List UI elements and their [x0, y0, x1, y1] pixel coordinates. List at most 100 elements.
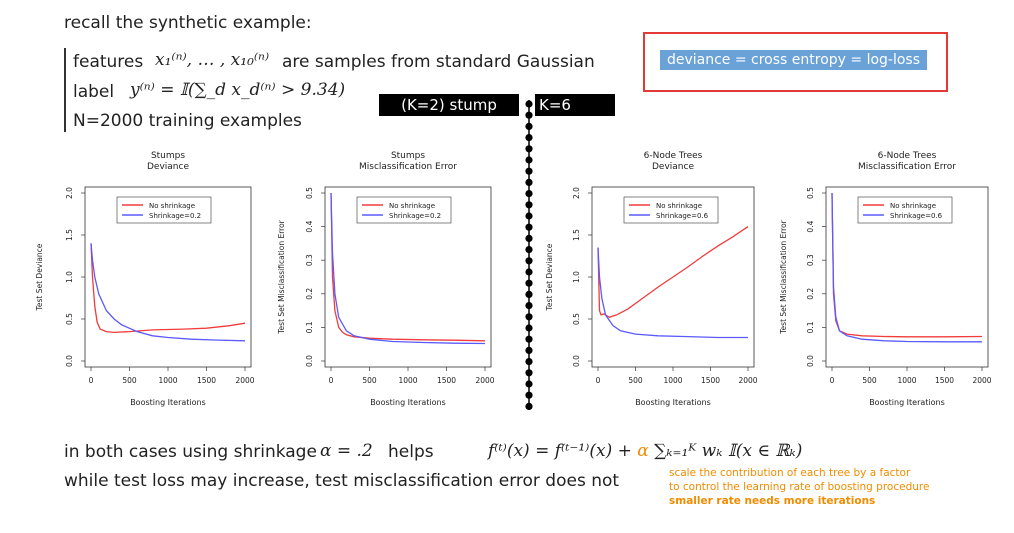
legend-box [857, 196, 953, 224]
note-2: to control the learning rate of boosting… [669, 481, 930, 493]
x-tick-label: 500 [362, 376, 377, 385]
series-line-2 [330, 192, 486, 345]
x-tick-label: 500 [122, 376, 137, 385]
legend-box [116, 196, 212, 224]
legend-entry: No shrinkage [890, 202, 936, 210]
y-tick-label: 0.2 [305, 288, 314, 300]
divider-dot [525, 178, 533, 186]
x-tick-label: 1000 [398, 376, 417, 385]
x-tick-label: 0 [596, 376, 601, 385]
formula-right: ∑ₖ₌₁ᴷ wₖ 𝕀(x ∈ ℝₖ) [648, 441, 803, 461]
footer-helps: helps [388, 442, 434, 462]
divider-dot [525, 380, 533, 388]
x-tick-label: 2000 [738, 376, 757, 385]
divider-dot [525, 257, 533, 265]
boost-formula: f⁽ᵗ⁾(x) = f⁽ᵗ⁻¹⁾(x) + α ∑ₖ₌₁ᴷ wₖ 𝕀(x ∈ ℝ… [488, 441, 802, 461]
x-axis-label: Boosting Iterations [635, 398, 711, 407]
formula-left: f⁽ᵗ⁾(x) = f⁽ᵗ⁻¹⁾(x) + [488, 441, 638, 461]
divider-dot [525, 212, 533, 220]
y-axis-label: Test Set Deviance [545, 243, 554, 311]
y-tick-label: 0.3 [806, 254, 815, 266]
divider-dot [525, 190, 533, 198]
series-line-1 [330, 192, 486, 342]
divider-dot [525, 279, 533, 287]
legend-entry: Shrinkage=0.6 [890, 212, 943, 220]
divider-dot [525, 100, 533, 108]
divider-dot [525, 234, 533, 242]
chart-subtitle: Deviance [147, 162, 189, 172]
divider-dot [525, 335, 533, 343]
y-tick-label: 0.4 [806, 220, 815, 232]
x-tick-label: 2000 [475, 376, 494, 385]
divider-dot [525, 302, 533, 310]
callout-text: deviance = cross entropy = log-loss [660, 50, 927, 70]
y-tick-label: 0.4 [305, 220, 314, 232]
divider-dot [525, 201, 533, 209]
y-tick-label: 0.0 [305, 355, 314, 367]
y-axis-label: Test Set Misclassification Error [779, 219, 788, 334]
legend-entry: Shrinkage=0.2 [149, 212, 201, 220]
y-tick-label: 0.5 [305, 187, 314, 199]
series-line-2 [597, 247, 748, 339]
note-1: scale the contribution of each tree by a… [669, 467, 911, 479]
y-tick-label: 1.5 [572, 229, 581, 241]
chart-title: Stumps [391, 151, 425, 161]
divider-dot [525, 111, 533, 119]
divider-dot [525, 167, 533, 175]
x-tick-label: 0 [329, 376, 334, 385]
intro-line: recall the synthetic example: [64, 13, 312, 33]
label-k6: K=6 [535, 94, 615, 116]
n-train: N=2000 training examples [73, 111, 302, 131]
label-math: y⁽ⁿ⁾ = 𝕀(∑_d x_d⁽ⁿ⁾ > 9.34) [130, 80, 346, 100]
x-axis-label: Boosting Iterations [869, 398, 945, 407]
divider-dot [525, 391, 533, 399]
x-tick-label: 1500 [437, 376, 456, 385]
divider-dot [525, 358, 533, 366]
chart-subtitle: Misclassification Error [359, 162, 457, 172]
y-tick-label: 0.3 [305, 254, 314, 266]
label-stump: (K=2) stump [379, 94, 519, 116]
divider-dot [525, 122, 533, 130]
divider-dots [525, 100, 533, 410]
y-tick-label: 1.5 [65, 229, 74, 241]
y-tick-label: 0.0 [806, 355, 815, 367]
x-tick-label: 500 [628, 376, 643, 385]
x-tick-label: 1000 [663, 376, 682, 385]
x-tick-label: 2000 [972, 376, 991, 385]
features-suffix: are samples from standard Gaussian [282, 52, 595, 72]
y-tick-label: 0.5 [806, 187, 815, 199]
legend-box [623, 196, 719, 224]
y-tick-label: 0.2 [806, 288, 815, 300]
y-tick-label: 0.5 [572, 313, 581, 325]
x-tick-label: 1500 [935, 376, 954, 385]
y-axis-label: Test Set Deviance [35, 243, 44, 311]
x-tick-label: 0 [89, 376, 94, 385]
divider-dot [525, 156, 533, 164]
y-axis-label: Test Set Misclassification Error [277, 219, 286, 334]
divider-dot [525, 223, 533, 231]
y-tick-label: 2.0 [65, 187, 74, 199]
divider-dot [525, 145, 533, 153]
legend-entry: No shrinkage [389, 202, 435, 210]
y-tick-label: 0.5 [65, 313, 74, 325]
chart-title: 6-Node Trees [878, 151, 937, 161]
y-tick-label: 0.1 [806, 321, 815, 333]
x-tick-label: 1500 [701, 376, 720, 385]
x-tick-label: 1000 [897, 376, 916, 385]
y-tick-label: 1.0 [572, 271, 581, 283]
divider-dot [525, 134, 533, 142]
divider-dot [525, 313, 533, 321]
features-prefix: features [73, 52, 144, 72]
footer-line2: while test loss may increase, test miscl… [64, 471, 620, 491]
series-line-2 [90, 243, 246, 342]
series-line-2 [831, 192, 982, 343]
legend-entry: Shrinkage=0.6 [656, 212, 709, 220]
left-rule [64, 48, 66, 132]
footer-line1: in both cases using shrinkage [64, 442, 317, 462]
series-line-1 [90, 243, 246, 334]
x-tick-label: 1000 [158, 376, 177, 385]
x-tick-label: 0 [830, 376, 835, 385]
legend-entry: Shrinkage=0.2 [389, 212, 441, 220]
